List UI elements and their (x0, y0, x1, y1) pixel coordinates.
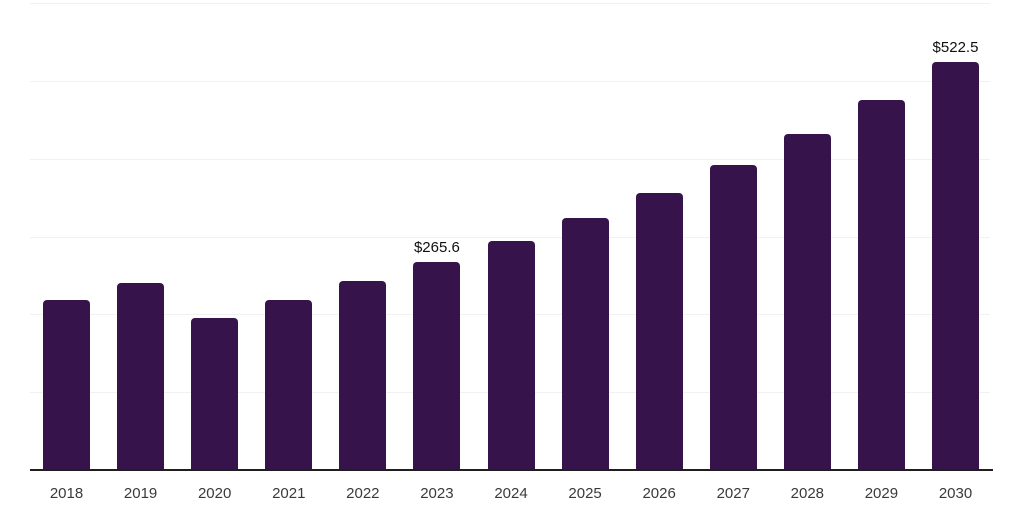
x-axis-label: 2023 (420, 485, 454, 502)
bar (339, 281, 387, 469)
x-axis-label: 2024 (494, 485, 528, 502)
x-axis-label: 2028 (790, 485, 825, 502)
gridline (30, 159, 990, 160)
bar (561, 218, 609, 469)
bar (783, 133, 831, 469)
x-axis-label: 2027 (716, 485, 750, 502)
gridline (30, 237, 990, 238)
bar (709, 165, 757, 469)
gridline (30, 3, 990, 4)
bar (932, 62, 979, 469)
bar (413, 262, 461, 469)
x-axis-label: 2021 (272, 485, 306, 502)
x-axis-label: 2020 (197, 485, 232, 502)
x-axis-label: 2029 (864, 485, 899, 502)
bar (43, 299, 90, 469)
bar-value-label: $265.6 (413, 239, 460, 257)
x-axis-label: 2025 (568, 485, 602, 502)
x-axis-label: 2026 (642, 485, 676, 502)
gridline (30, 81, 990, 82)
bar (857, 99, 905, 469)
x-axis-label: 2019 (123, 485, 158, 502)
bar-value-label: $522.5 (932, 39, 979, 57)
bar (635, 193, 683, 469)
x-axis-line (30, 469, 993, 471)
x-axis-label: 2030 (938, 485, 973, 502)
x-axis-label: 2018 (49, 485, 84, 502)
bar (117, 282, 165, 469)
bar (487, 241, 535, 469)
bar (191, 318, 239, 469)
bar (265, 300, 313, 469)
x-axis-label: 2022 (346, 485, 380, 502)
